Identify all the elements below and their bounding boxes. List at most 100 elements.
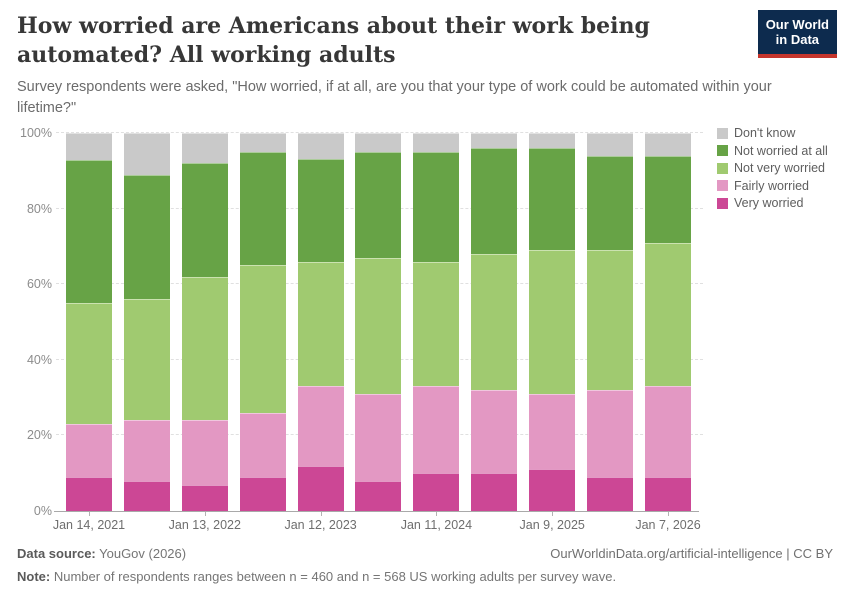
x-tick-jan-12-2023 — [320, 511, 322, 516]
segment-not-worried-at-all[interactable] — [355, 151, 402, 258]
x-axis-label-jan-7-2026: Jan 7, 2026 — [635, 518, 701, 532]
y-axis-label-60: 60% — [26, 277, 52, 292]
segment-don-t-know[interactable] — [181, 133, 228, 164]
gridline-100 — [56, 132, 703, 133]
x-axis-label-jan-12-2023: Jan 12, 2023 — [284, 518, 357, 532]
segment-don-t-know[interactable] — [297, 133, 344, 160]
segment-not-very-worried[interactable] — [529, 250, 576, 394]
stacked-bar-jan-13-2022[interactable] — [181, 133, 228, 511]
legend-item-fairly-worried[interactable]: Fairly worried — [717, 179, 828, 193]
segment-not-worried-at-all[interactable] — [471, 148, 518, 254]
stacked-bar-jan-9-2025[interactable] — [529, 133, 576, 511]
segment-fairly-worried[interactable] — [587, 390, 634, 477]
owid-link[interactable]: OurWorldinData.org/artificial-intelligen… — [550, 546, 833, 561]
segment-don-t-know[interactable] — [239, 133, 286, 152]
legend-label-not-worried-at-all: Not worried at all — [734, 143, 828, 158]
segment-not-very-worried[interactable] — [239, 265, 286, 413]
data-source-text: Data source: YouGov (2026) — [17, 546, 186, 561]
data-source-label: Data source: — [17, 546, 96, 561]
segment-very-worried[interactable] — [644, 476, 691, 511]
segment-not-very-worried[interactable] — [181, 276, 228, 421]
segment-don-t-know[interactable] — [413, 133, 460, 152]
page-title: How worried are Americans about their wo… — [17, 13, 650, 69]
segment-not-very-worried[interactable] — [587, 250, 634, 391]
legend-swatch-not-very-worried — [717, 162, 728, 174]
segment-not-very-worried[interactable] — [66, 303, 112, 425]
segment-very-worried[interactable] — [587, 476, 634, 511]
segment-very-worried[interactable] — [413, 473, 460, 511]
segment-fairly-worried[interactable] — [297, 386, 344, 466]
segment-not-worried-at-all[interactable] — [297, 159, 344, 262]
segment-fairly-worried[interactable] — [355, 393, 402, 481]
x-tick-jan-14-2021 — [89, 511, 90, 516]
segment-fairly-worried[interactable] — [644, 386, 691, 477]
segment-not-very-worried[interactable] — [123, 299, 170, 421]
segment-very-worried[interactable] — [471, 473, 518, 511]
segment-fairly-worried[interactable] — [239, 412, 286, 477]
segment-fairly-worried[interactable] — [181, 420, 228, 485]
y-axis-label-20: 20% — [26, 428, 52, 443]
segment-don-t-know[interactable] — [644, 133, 691, 156]
legend: Don't know Not worried at all Not very wor… — [717, 127, 828, 215]
segment-fairly-worried[interactable] — [413, 386, 460, 474]
segment-don-t-know[interactable] — [355, 133, 402, 152]
x-axis-label-jan-9-2025: Jan 9, 2025 — [519, 518, 585, 532]
segment-don-t-know[interactable] — [66, 133, 112, 160]
stacked-bar-wave-8[interactable] — [471, 133, 518, 511]
legend-item-not-very-worried[interactable]: Not very worried — [717, 162, 828, 175]
segment-fairly-worried[interactable] — [123, 420, 170, 481]
legend-item-not-worried-at-all[interactable]: Not worried at all — [717, 143, 828, 158]
note-label: Note: — [17, 569, 51, 584]
segment-very-worried[interactable] — [123, 480, 170, 511]
stacked-bar-jan-11-2024[interactable] — [413, 133, 460, 511]
segment-not-very-worried[interactable] — [355, 257, 402, 394]
segment-fairly-worried[interactable] — [529, 393, 576, 470]
stacked-bar-jan-12-2023[interactable] — [297, 133, 344, 511]
stacked-bar-wave-6[interactable] — [355, 133, 402, 511]
segment-very-worried[interactable] — [66, 476, 112, 511]
segment-very-worried[interactable] — [529, 469, 576, 511]
x-axis-label-jan-11-2024: Jan 11, 2024 — [400, 518, 473, 532]
segment-don-t-know[interactable] — [471, 133, 518, 149]
segment-not-worried-at-all[interactable] — [413, 151, 460, 262]
owid-logo-line1: Our World — [765, 17, 829, 32]
owid-logo[interactable]: Our World in Data — [757, 10, 837, 58]
segment-don-t-know[interactable] — [529, 133, 576, 149]
legend-item-don-t-know[interactable]: Don't know — [717, 127, 828, 140]
segment-very-worried[interactable] — [181, 484, 228, 511]
legend-swatch-fairly-worried — [717, 180, 728, 192]
legend-item-very-worried[interactable]: Very worried — [717, 197, 828, 210]
segment-very-worried[interactable] — [355, 480, 402, 511]
legend-swatch-not-worried-at-all — [717, 145, 728, 157]
segment-not-very-worried[interactable] — [297, 261, 344, 387]
segment-not-very-worried[interactable] — [644, 242, 691, 387]
plot-area: 0% 20% 40% 60% 80% 100% Jan 14, 2021 Jan 13, 2… — [20, 126, 703, 532]
segment-very-worried[interactable] — [297, 465, 344, 511]
segment-not-worried-at-all[interactable] — [529, 148, 576, 251]
segment-not-worried-at-all[interactable] — [66, 159, 112, 304]
segment-not-worried-at-all[interactable] — [644, 155, 691, 243]
segment-not-worried-at-all[interactable] — [123, 174, 170, 300]
stacked-bar-jan-14-2021[interactable] — [66, 133, 112, 511]
segment-not-worried-at-all[interactable] — [181, 163, 228, 277]
segment-don-t-know[interactable] — [587, 133, 634, 156]
segment-don-t-know[interactable] — [123, 133, 170, 175]
footer-source-row: Data source: YouGov (2026) OurWorldinDat… — [17, 546, 833, 561]
stacked-bar-jan-7-2026[interactable] — [644, 133, 691, 511]
segment-very-worried[interactable] — [239, 476, 286, 511]
y-axis-label-100: 100% — [20, 126, 52, 140]
stacked-bar-wave-10[interactable] — [587, 133, 634, 511]
footer-note: Note: Number of respondents ranges betwe… — [17, 569, 833, 584]
segment-fairly-worried[interactable] — [471, 390, 518, 474]
segment-not-worried-at-all[interactable] — [239, 151, 286, 266]
segment-fairly-worried[interactable] — [66, 424, 112, 477]
stacked-bar-wave-2[interactable] — [123, 133, 170, 511]
segment-not-worried-at-all[interactable] — [587, 155, 634, 251]
y-axis-label-0: 0% — [33, 504, 52, 518]
segment-not-very-worried[interactable] — [413, 261, 460, 387]
segment-not-very-worried[interactable] — [471, 253, 518, 391]
legend-label-very-worried: Very worried — [734, 196, 804, 210]
stacked-bar-wave-4[interactable] — [239, 133, 286, 511]
x-tick-jan-11-2024 — [436, 511, 438, 516]
